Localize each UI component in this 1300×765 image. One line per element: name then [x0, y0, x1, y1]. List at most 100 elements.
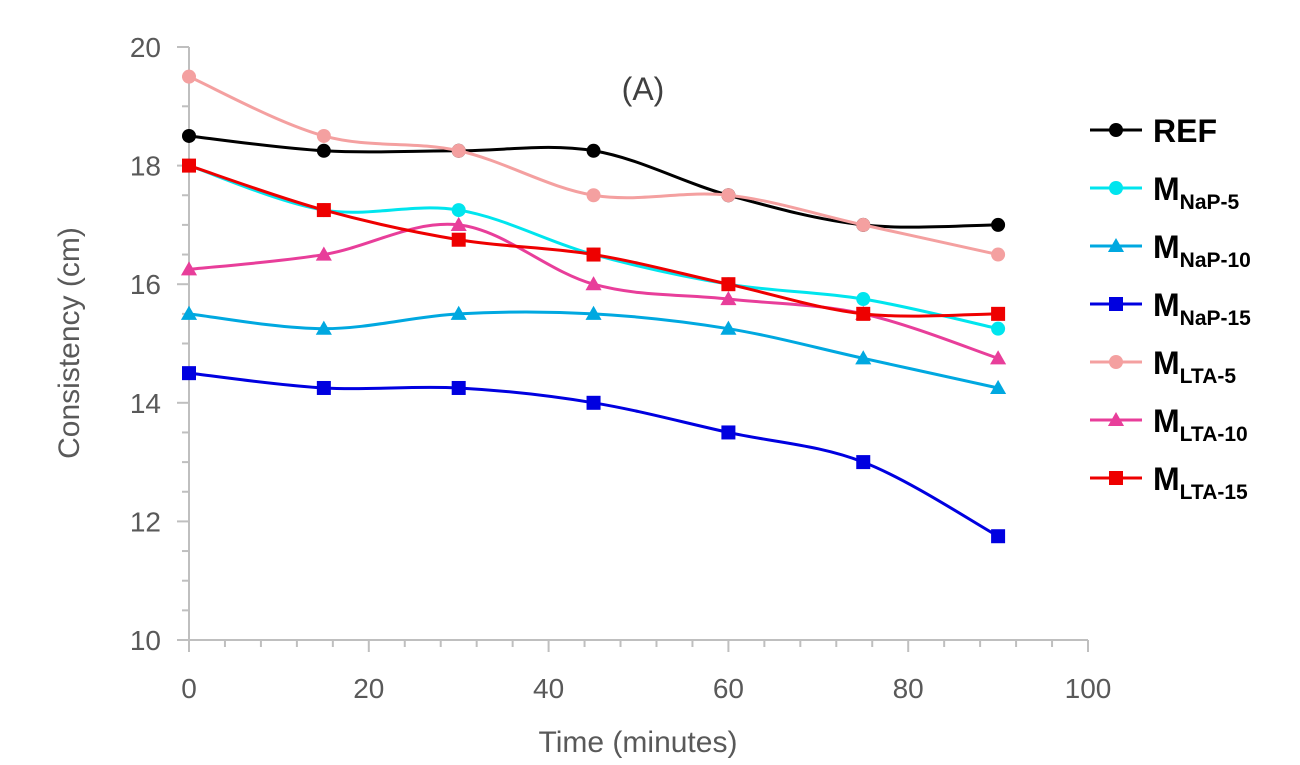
x-tick-label: 20 [353, 673, 384, 704]
data-point-MNaP-10 [990, 379, 1007, 395]
y-tick-label: 14 [130, 388, 161, 419]
data-point-MLTA-10 [990, 350, 1007, 365]
data-point-MNaP-10 [585, 305, 602, 320]
data-point-MNaP-10 [720, 320, 737, 335]
panel-label: (A) [622, 71, 665, 107]
data-point-MLTA-5 [586, 188, 601, 203]
legend-marker [1109, 471, 1123, 485]
data-point-MNaP-5 [991, 321, 1006, 336]
legend-label: MLTA-15 [1153, 461, 1248, 504]
legend-marker [1107, 411, 1125, 427]
data-point-MLTA-15 [991, 306, 1006, 321]
series-layer [180, 69, 1007, 544]
data-point-REF [586, 143, 601, 158]
x-tick-label: 60 [713, 673, 744, 704]
legend-label-main: M [1153, 461, 1180, 497]
legend-label: REF [1153, 113, 1217, 149]
y-tick-label: 18 [130, 151, 161, 182]
legend-entry: MNaP-10 [1090, 229, 1251, 272]
data-point-MNaP-15 [451, 380, 466, 395]
series-MNaP-10 [180, 305, 1007, 395]
y-tick-label: 16 [130, 269, 161, 300]
y-tick-label: 10 [130, 625, 161, 656]
series-line-MLTA-5 [188, 75, 999, 257]
data-point-MLTA-5 [182, 69, 196, 84]
legend-label-subscript: NaP-15 [1180, 307, 1252, 330]
series-line-MLTA-10 [188, 222, 999, 360]
x-tick-label: 80 [893, 673, 924, 704]
legend-entry: REF [1090, 113, 1217, 149]
x-tick-label: 0 [181, 673, 197, 704]
data-point-MLTA-15 [182, 158, 196, 173]
data-point-MLTA-15 [586, 247, 601, 262]
legend-label-subscript: LTA-10 [1180, 423, 1248, 446]
legend-label-main: M [1153, 171, 1180, 207]
data-point-REF [991, 217, 1006, 232]
axes: 10 12 14 16 18 20 0 20 40 60 80 100 [130, 32, 1112, 704]
legend-entry: MLTA-10 [1090, 403, 1248, 446]
data-point-MNaP-10 [855, 350, 872, 365]
legend-marker [1109, 355, 1123, 369]
data-point-MLTA-10 [180, 261, 198, 276]
data-point-MNaP-15 [991, 529, 1006, 544]
data-point-MNaP-5 [856, 292, 871, 307]
legend-label: MNaP-5 [1153, 171, 1240, 214]
data-point-MLTA-5 [316, 128, 331, 143]
legend-label-main: M [1153, 287, 1180, 323]
series-line-MLTA-15 [188, 164, 999, 318]
data-point-MLTA-10 [315, 246, 332, 261]
y-tick-label: 12 [130, 506, 161, 537]
legend-label-main: M [1153, 345, 1180, 381]
data-point-MLTA-15 [451, 232, 466, 247]
legend-label: MNaP-10 [1153, 229, 1251, 272]
legend-label-main: REF [1153, 113, 1217, 149]
data-point-MNaP-10 [180, 305, 198, 320]
data-point-MNaP-15 [721, 425, 736, 440]
legend-label-subscript: NaP-5 [1180, 191, 1240, 214]
data-point-MLTA-10 [720, 290, 737, 306]
data-point-MNaP-15 [856, 455, 871, 470]
data-point-MNaP-15 [316, 380, 331, 395]
data-point-MLTA-5 [991, 247, 1006, 262]
x-tick-label: 100 [1065, 673, 1112, 704]
legend-entry: MLTA-15 [1090, 461, 1248, 504]
x-tick-label: 40 [533, 673, 564, 704]
legend-marker [1107, 237, 1125, 253]
legend-marker [1109, 123, 1123, 137]
data-point-MLTA-5 [451, 143, 466, 158]
series-MNaP-15 [182, 366, 1006, 544]
data-point-MLTA-15 [856, 306, 871, 321]
legend-marker [1109, 181, 1123, 195]
legend-marker [1109, 297, 1123, 311]
data-point-MLTA-10 [450, 216, 467, 231]
legend-label: MNaP-15 [1153, 287, 1251, 330]
legend-entry: MNaP-5 [1090, 171, 1240, 214]
data-point-MNaP-15 [182, 366, 196, 381]
data-point-MLTA-10 [585, 276, 602, 291]
data-point-MNaP-10 [315, 320, 332, 335]
data-point-MNaP-5 [451, 203, 466, 218]
data-point-MLTA-5 [721, 188, 736, 203]
legend-label-main: M [1153, 403, 1180, 439]
series-MLTA-5 [182, 69, 1006, 262]
data-point-MLTA-15 [316, 203, 331, 218]
legend-entry: MLTA-5 [1090, 345, 1236, 388]
data-point-MLTA-15 [721, 277, 736, 292]
data-point-MNaP-15 [586, 395, 601, 410]
legend: REFMNaP-5MNaP-10MNaP-15MLTA-5MLTA-10MLTA… [1090, 113, 1251, 504]
legend-label: MLTA-5 [1153, 345, 1236, 388]
series-MLTA-15 [182, 158, 1006, 321]
legend-label: MLTA-10 [1153, 403, 1248, 446]
data-point-REF [316, 143, 331, 158]
legend-label-subscript: LTA-15 [1180, 481, 1248, 504]
legend-label-main: M [1153, 229, 1180, 265]
y-axis-title: Consistency (cm) [53, 227, 86, 459]
legend-label-subscript: LTA-5 [1180, 365, 1237, 388]
data-point-MNaP-10 [450, 305, 467, 320]
x-axis-title: Time (minutes) [539, 726, 738, 759]
data-point-MLTA-5 [856, 217, 871, 232]
series-line-MNaP-10 [188, 310, 999, 390]
series-REF [182, 128, 1006, 232]
legend-label-subscript: NaP-10 [1180, 249, 1251, 272]
